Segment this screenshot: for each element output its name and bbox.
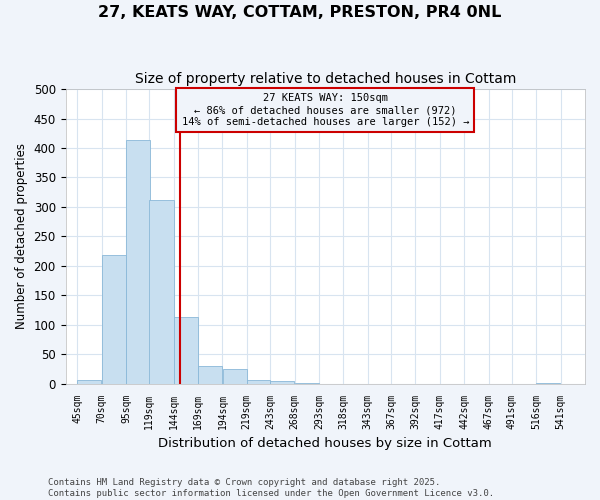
Bar (247, 380, 270, 384)
Bar (536, 383, 560, 384)
Y-axis label: Number of detached properties: Number of detached properties (15, 144, 28, 330)
Bar (295, 383, 319, 384)
Text: 27, KEATS WAY, COTTAM, PRESTON, PR4 0NL: 27, KEATS WAY, COTTAM, PRESTON, PR4 0NL (98, 5, 502, 20)
Bar (102, 254, 126, 384)
Bar (126, 140, 150, 384)
Title: Size of property relative to detached houses in Cottam: Size of property relative to detached ho… (134, 72, 516, 86)
Bar (149, 200, 173, 384)
Text: Contains HM Land Registry data © Crown copyright and database right 2025.
Contai: Contains HM Land Registry data © Crown c… (48, 478, 494, 498)
Text: 27 KEATS WAY: 150sqm
← 86% of detached houses are smaller (972)
14% of semi-deta: 27 KEATS WAY: 150sqm ← 86% of detached h… (182, 94, 469, 126)
X-axis label: Distribution of detached houses by size in Cottam: Distribution of detached houses by size … (158, 437, 492, 450)
Bar (223, 369, 247, 384)
Bar (271, 380, 295, 384)
Bar (174, 316, 198, 384)
Bar (198, 366, 222, 384)
Bar (77, 380, 101, 384)
